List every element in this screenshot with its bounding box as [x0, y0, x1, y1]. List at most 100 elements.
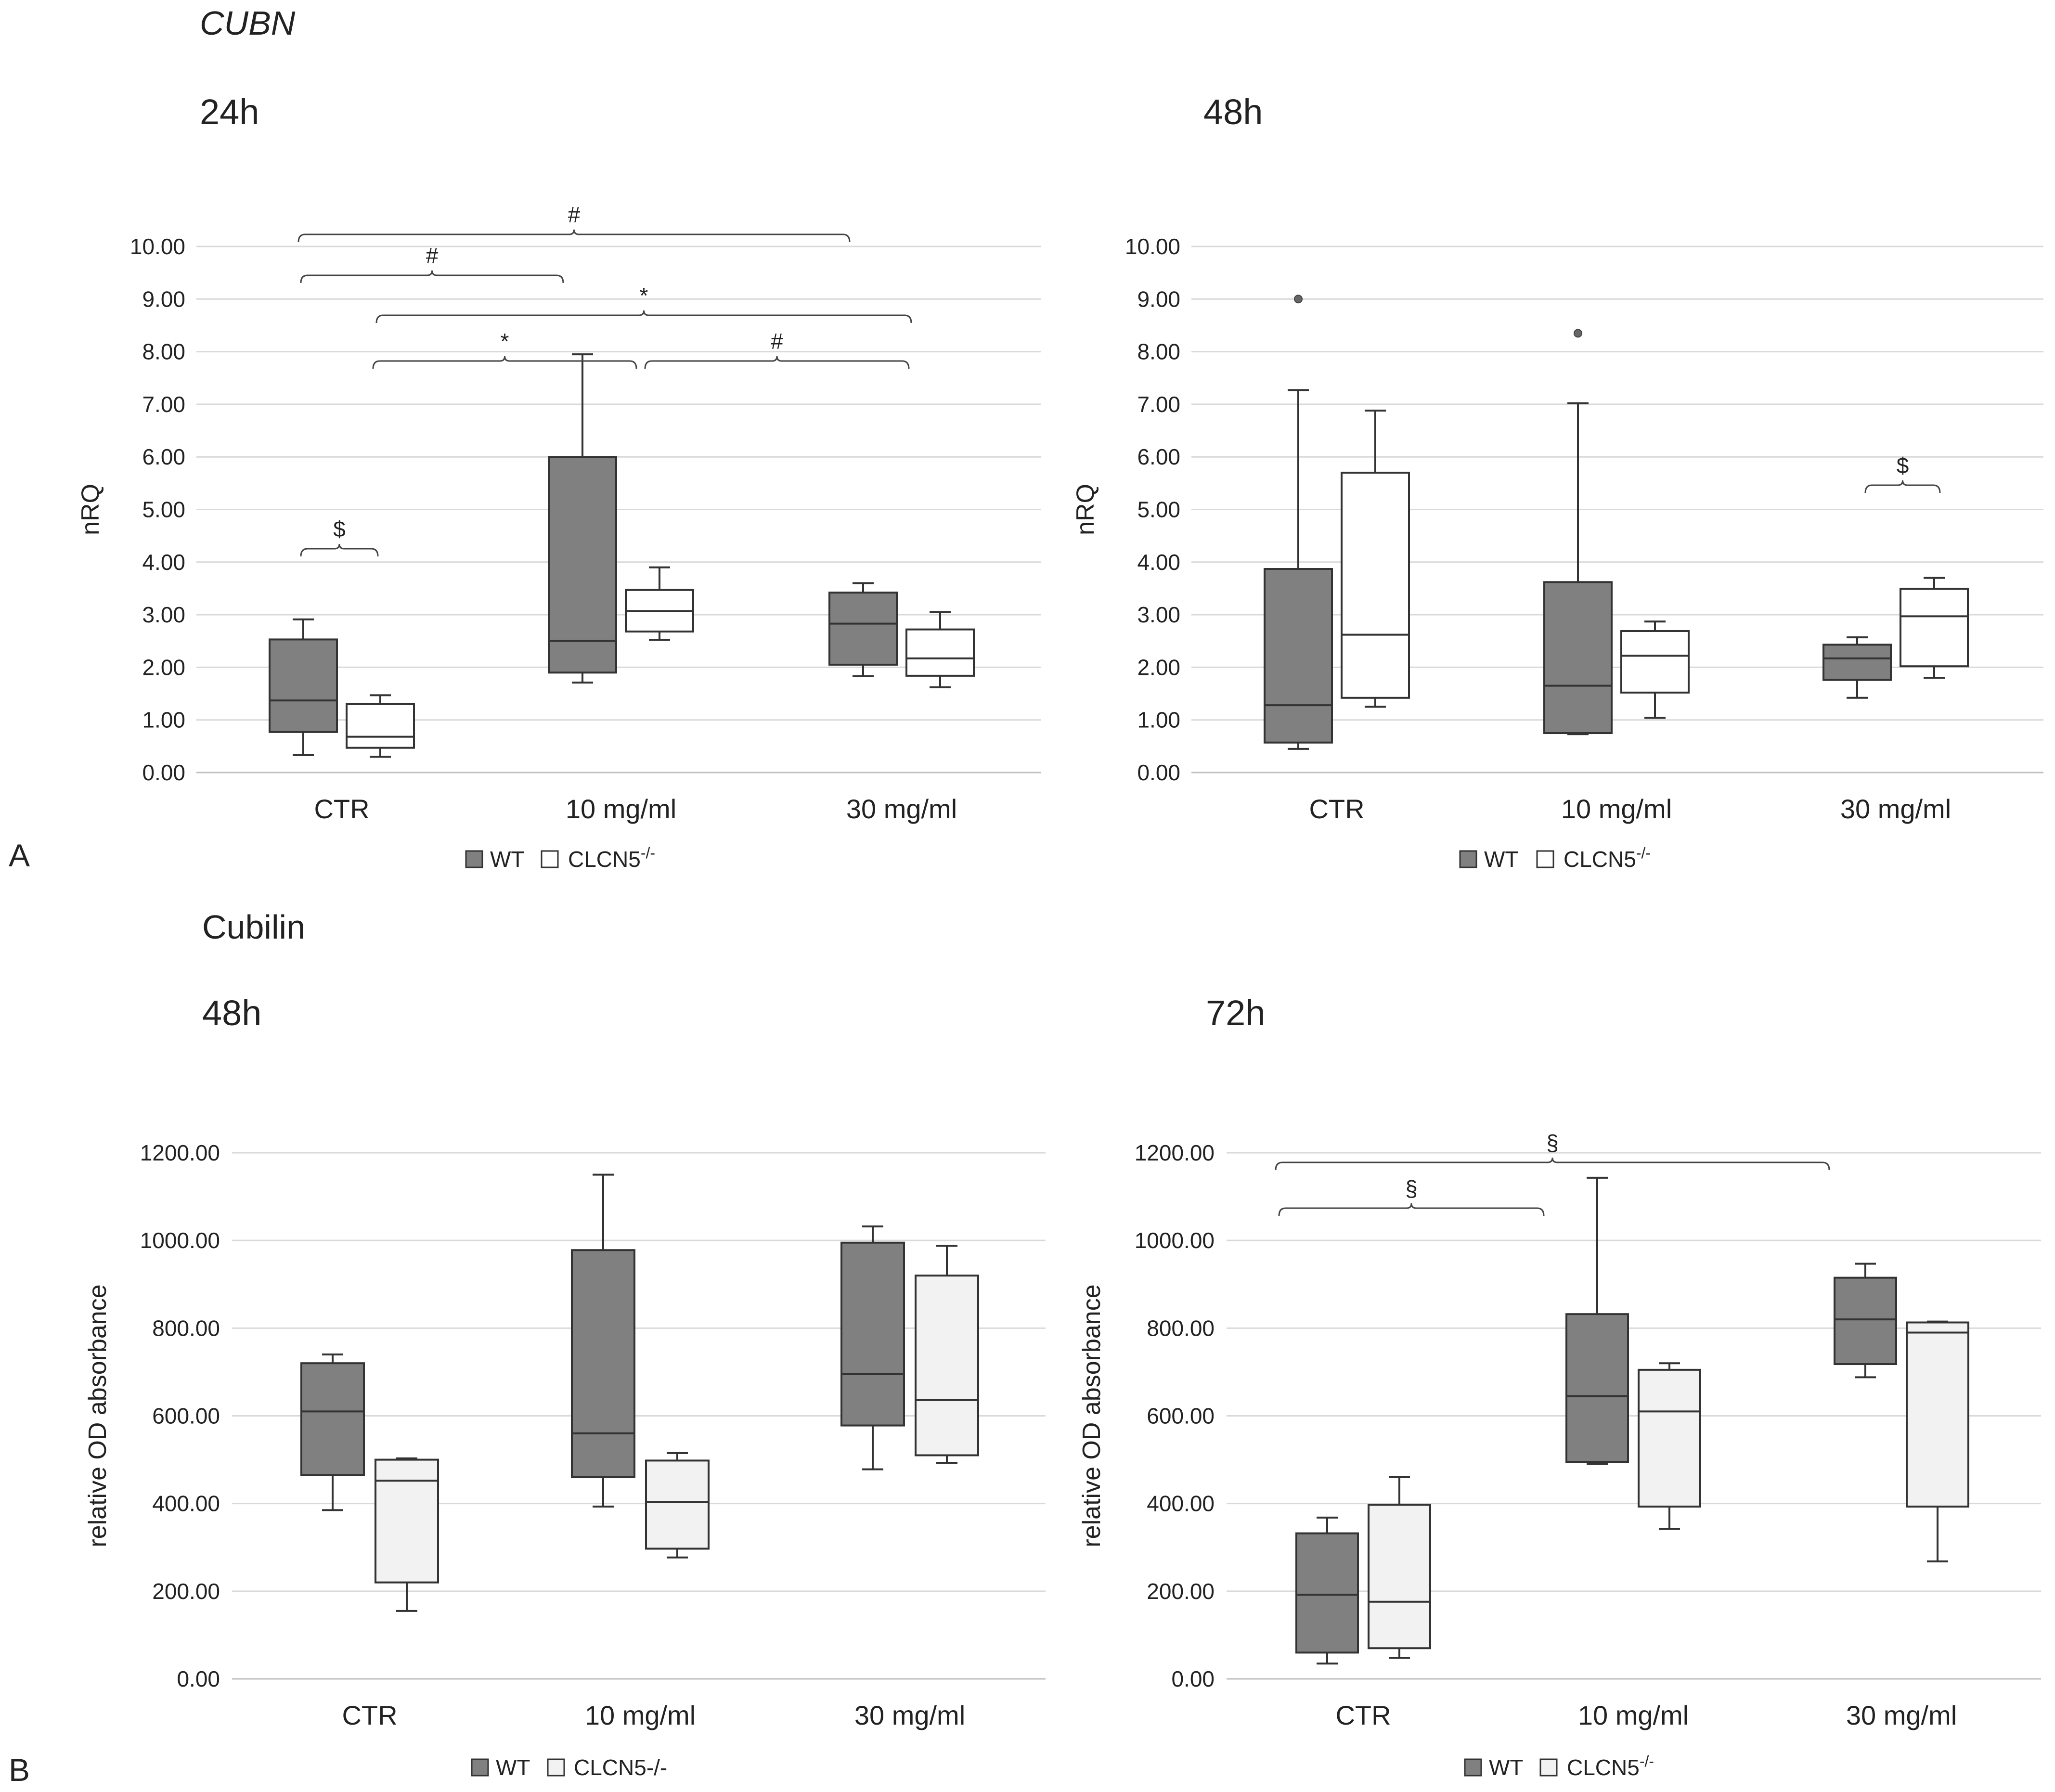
- legend-b-48h: WT CLCN5-/-: [471, 1755, 667, 1780]
- y-tick-label: 1.00: [1137, 708, 1180, 733]
- box-wt-30-mg-ml: [1834, 1276, 1897, 1366]
- x-category-label: 10 mg/ml: [585, 1700, 696, 1730]
- box-clcn5-30-mg-ml: [915, 1275, 979, 1457]
- significance-bracket: [300, 270, 564, 284]
- significance-symbol: §: [1405, 1176, 1418, 1201]
- box-wt-ctr-outlier: [1294, 295, 1303, 304]
- y-tick-label: 1200.00: [140, 1140, 220, 1165]
- box-wt-10-mg-ml: [548, 456, 617, 674]
- legend-label-wt: WT: [1489, 1755, 1524, 1780]
- y-tick-label: 6.00: [142, 444, 185, 469]
- box-clcn5-10-mg-ml: [1620, 630, 1690, 694]
- chart-b-72h: 72h 0.00 200.00 400.00 600.00 800.00 1000.00 1…: [1078, 993, 2041, 1730]
- significance-bracket: [300, 543, 379, 557]
- y-tick-label: 9.00: [1137, 286, 1180, 311]
- y-tick-label: 8.00: [1137, 339, 1180, 364]
- legend-swatch-clcn5: [547, 1758, 565, 1777]
- y-tick-label: 2.00: [142, 655, 185, 680]
- x-category-label: CTR: [1335, 1700, 1391, 1730]
- y-tick-label: 0.00: [1171, 1666, 1215, 1691]
- box-wt-ctr: [1295, 1532, 1359, 1654]
- legend-label-clcn5: CLCN5-/-: [1567, 1753, 1654, 1780]
- significance-symbol: #: [568, 202, 581, 227]
- y-tick-label: 7.00: [142, 392, 185, 417]
- section-a-title: CUBN: [200, 4, 296, 42]
- legend-label-wt: WT: [496, 1755, 530, 1780]
- legend-label-wt: WT: [1484, 847, 1519, 872]
- y-tick-label: 0.00: [1137, 760, 1180, 785]
- box-wt-30-mg-ml: [828, 592, 898, 666]
- box-wt-ctr: [1264, 568, 1333, 744]
- legend-label-wt: WT: [490, 847, 525, 872]
- legend-swatch-clcn5: [1536, 850, 1554, 868]
- x-category-label: 10 mg/ml: [566, 794, 676, 824]
- box-clcn5-ctr: [1341, 471, 1410, 699]
- significance-bracket: [1275, 1157, 1830, 1171]
- significance-symbol: $: [333, 516, 346, 541]
- y-tick-label: 8.00: [142, 339, 185, 364]
- box-clcn5-ctr: [375, 1458, 439, 1584]
- chart-title: 48h: [202, 993, 261, 1033]
- legend-superscript: -/-: [1636, 844, 1651, 862]
- legend-swatch-wt: [1459, 850, 1477, 868]
- box-wt-10-mg-ml: [1565, 1313, 1629, 1463]
- x-category-label: CTR: [314, 794, 369, 824]
- y-tick-label: 7.00: [1137, 392, 1180, 417]
- legend-b-72h: WT CLCN5-/-: [1464, 1753, 1654, 1780]
- y-tick-label: 5.00: [142, 497, 185, 522]
- box-clcn5-ctr: [346, 703, 415, 749]
- significance-bracket: [644, 356, 910, 369]
- significance-symbol: *: [501, 329, 509, 354]
- y-tick-label: 6.00: [1137, 444, 1180, 469]
- chart-a-24h: 24h 0.00 1.00 2.00 3.00 4.00 5.00 6.00 7.00 8.00…: [77, 92, 1041, 824]
- significance-symbol: *: [640, 283, 648, 308]
- x-category-label: 10 mg/ml: [1578, 1700, 1689, 1730]
- y-tick-label: 4.00: [1137, 550, 1180, 575]
- legend-swatch-clcn5: [541, 850, 559, 868]
- significance-symbol: $: [1897, 453, 1909, 478]
- box-wt-ctr: [300, 1362, 365, 1476]
- legend-swatch-clcn5: [1539, 1758, 1558, 1777]
- y-tick-label: 1000.00: [140, 1228, 220, 1253]
- y-axis-label: nRQ: [77, 484, 104, 535]
- box-wt-10-mg-ml-outlier: [1574, 329, 1582, 338]
- y-tick-label: 10.00: [130, 234, 185, 259]
- significance-bracket: [1864, 480, 1941, 493]
- significance-bracket: [1278, 1203, 1545, 1216]
- y-tick-label: 3.00: [142, 602, 185, 627]
- box-clcn5-30-mg-ml: [1900, 588, 1969, 668]
- y-tick-label: 800.00: [1147, 1315, 1215, 1341]
- y-tick-label: 0.00: [142, 760, 185, 785]
- y-tick-label: 10.00: [1125, 234, 1180, 259]
- chart-title: 72h: [1206, 993, 1265, 1033]
- section-b-title: Cubilin: [202, 908, 305, 946]
- chart-a-48h: 48h 0.00 1.00 2.00 3.00 4.00 5.00 6.00 7.00 8.00…: [1072, 92, 2043, 824]
- y-tick-label: 4.00: [142, 550, 185, 575]
- legend-swatch-wt: [471, 1758, 489, 1777]
- y-tick-label: 400.00: [152, 1491, 220, 1516]
- legend-swatch-wt: [465, 850, 483, 868]
- chart-title: 24h: [200, 92, 259, 132]
- box-wt-10-mg-ml: [571, 1249, 635, 1479]
- legend-superscript: -/-: [641, 844, 655, 862]
- significance-symbol: #: [771, 329, 783, 354]
- box-wt-30-mg-ml: [1822, 644, 1892, 681]
- x-category-label: CTR: [342, 1700, 397, 1730]
- y-tick-label: 1200.00: [1135, 1140, 1215, 1165]
- y-tick-label: 600.00: [152, 1404, 220, 1429]
- box-wt-10-mg-ml: [1543, 581, 1613, 735]
- box-clcn5-10-mg-ml: [1638, 1368, 1701, 1508]
- y-axis-label: relative OD absorbance: [84, 1284, 112, 1547]
- legend-label-clcn5: CLCN5-/-: [1564, 844, 1651, 872]
- x-category-label: 10 mg/ml: [1561, 794, 1672, 824]
- y-tick-label: 200.00: [1147, 1579, 1215, 1604]
- y-tick-label: 400.00: [1147, 1491, 1215, 1516]
- legend-label-clcn5: CLCN5-/-: [574, 1755, 667, 1780]
- y-axis-label: relative OD absorbance: [1078, 1284, 1106, 1547]
- panel-letter-a: A: [9, 838, 30, 873]
- x-category-label: 30 mg/ml: [1840, 794, 1951, 824]
- significance-bracket: [372, 356, 637, 369]
- y-tick-label: 3.00: [1137, 602, 1180, 627]
- significance-bracket: [297, 229, 851, 243]
